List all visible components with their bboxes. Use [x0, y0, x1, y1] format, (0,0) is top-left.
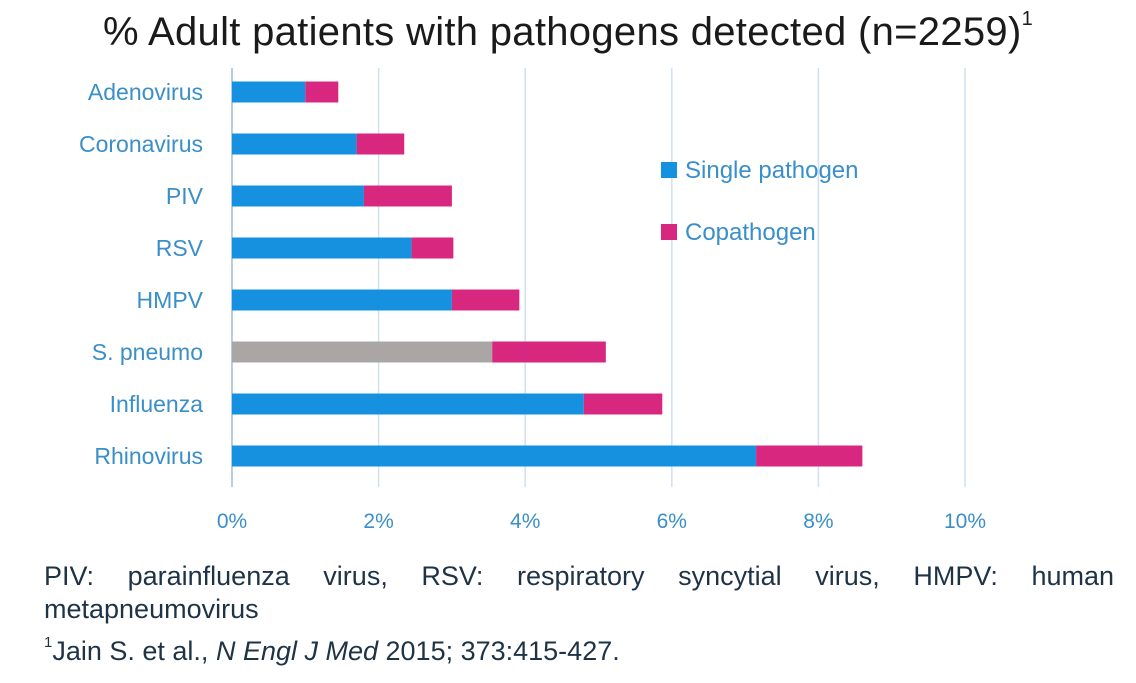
bar-single-pathogen [232, 81, 306, 103]
bar-single-pathogen [232, 185, 364, 207]
x-tick-label: 4% [510, 510, 540, 533]
chart-title-footnote-marker: 1 [1021, 7, 1034, 30]
bar-copathogen [492, 341, 606, 363]
bar-single-pathogen [232, 393, 584, 415]
bar-single-pathogen [232, 341, 493, 363]
reference-marker: 1 [44, 634, 53, 651]
bar-copathogen [411, 237, 454, 259]
reference-details: 2015; 373:415-427. [378, 636, 620, 666]
bar-single-pathogen [232, 289, 452, 311]
reference-footnote: 1Jain S. et al., N Engl J Med 2015; 373:… [44, 629, 1114, 668]
x-tick-label: 8% [803, 510, 833, 533]
category-label: Influenza [110, 391, 204, 417]
legend-label: Copathogen [685, 219, 816, 246]
category-label: Coronavirus [79, 131, 203, 157]
chart-title-text: % Adult patients with pathogens detected… [102, 10, 1022, 54]
category-label: HMPV [137, 287, 204, 313]
category-label: S. pneumo [92, 339, 203, 365]
category-label: Rhinovirus [94, 443, 203, 469]
bar-copathogen [756, 445, 863, 467]
bar-single-pathogen [232, 237, 412, 259]
x-tick-label: 0% [217, 510, 247, 533]
legend-swatch [661, 224, 677, 240]
bar-copathogen [356, 133, 405, 155]
x-tick-label: 10% [944, 510, 986, 533]
x-tick-label: 6% [657, 510, 687, 533]
bar-copathogen [583, 393, 663, 415]
category-label: Adenovirus [88, 79, 203, 105]
abbreviations-footnote: PIV: parainfluenza virus, RSV: respirato… [44, 561, 1114, 624]
category-label: PIV [166, 183, 204, 209]
legend-label: Single pathogen [685, 157, 858, 184]
bar-copathogen [305, 81, 339, 103]
chart-title: % Adult patients with pathogens detected… [0, 7, 1136, 55]
x-tick-label: 2% [363, 510, 393, 533]
category-label: RSV [156, 235, 204, 261]
bar-copathogen [451, 289, 520, 311]
reference-journal: N Engl J Med [215, 636, 379, 666]
reference-authors: Jain S. et al., [52, 636, 216, 666]
legend-swatch [661, 162, 677, 178]
bar-single-pathogen [232, 445, 757, 467]
bar-single-pathogen [232, 133, 357, 155]
bar-copathogen [363, 185, 452, 207]
